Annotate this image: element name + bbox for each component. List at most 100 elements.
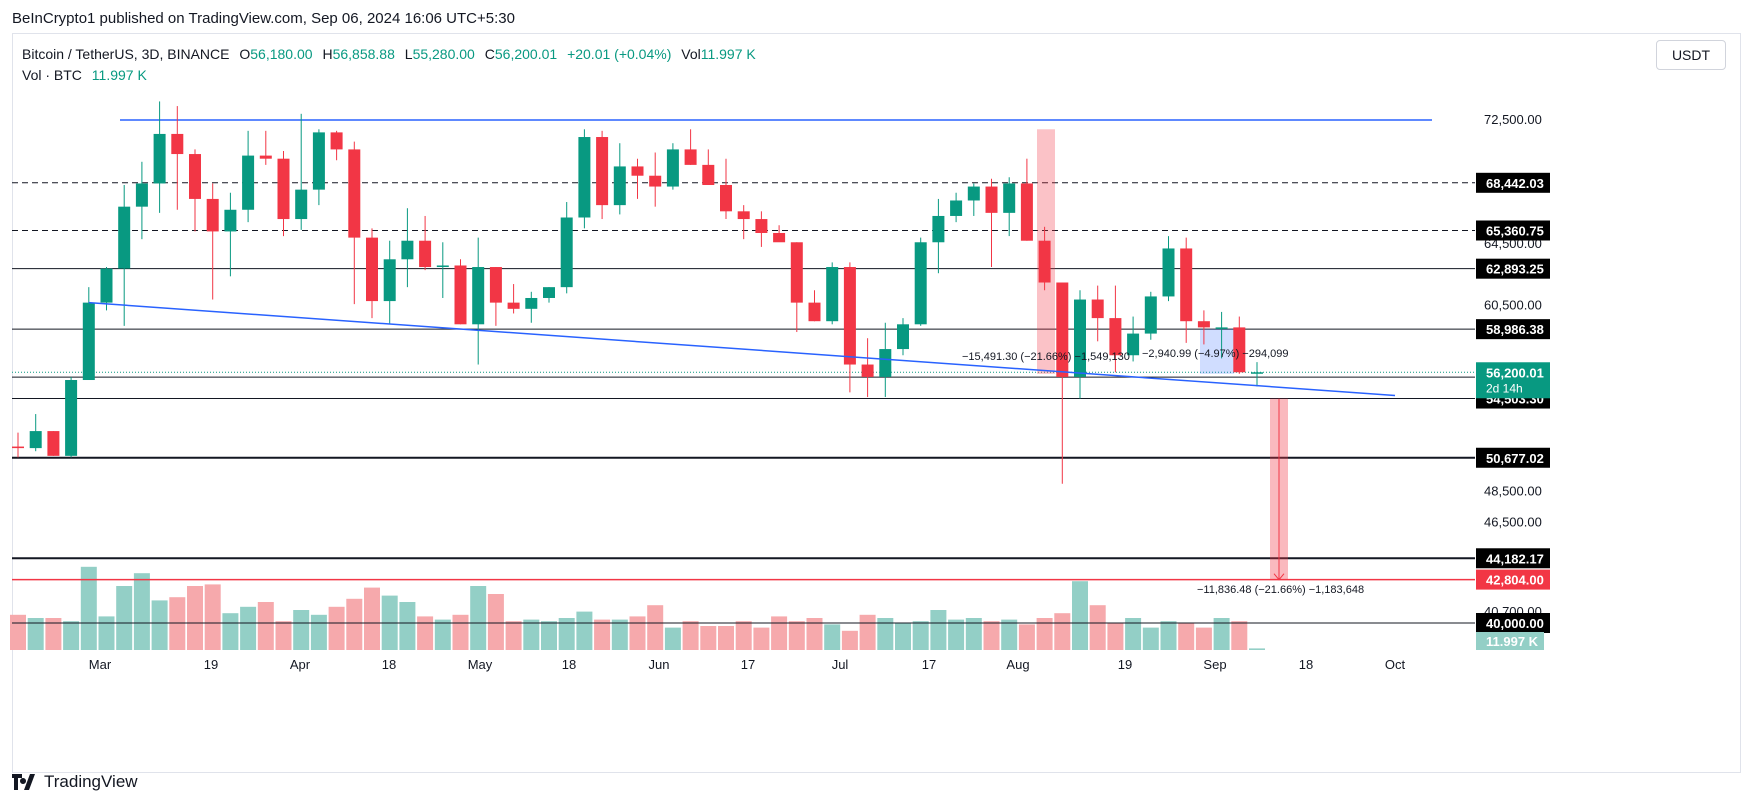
candle-body [932,215,945,243]
time-axis-tick: May [468,657,493,672]
candle-body [666,149,679,187]
volume-bar [470,586,487,650]
candle-body [330,132,343,150]
volume-indicator-label[interactable]: Vol · BTC [22,67,82,83]
footer-brand[interactable]: TradingView [12,772,138,792]
volume-bar [841,630,858,650]
chart-legend: Bitcoin / TetherUS, 3D, BINANCE O56,180.… [22,44,756,86]
candle-body [206,198,219,232]
candle-body [985,186,998,213]
volume-bar [257,602,274,650]
candle-body [312,132,325,190]
volume-bar [346,598,363,650]
volume-badge [1476,632,1544,650]
time-axis-tick: Aug [1006,657,1029,672]
candle-body [1109,318,1122,356]
volume-bar [98,616,115,650]
volume-bar [824,624,841,650]
volume-bar [399,602,416,650]
candle-body [755,219,768,233]
candle-body [1233,327,1246,373]
candle-body [1162,248,1175,297]
chart-frame [12,33,1741,773]
candle-body [295,189,308,220]
volume-badge-label: 11.997 K [1486,634,1539,649]
publisher-caption: BeInCrypto1 published on TradingView.com… [12,10,515,27]
volume-bar [895,622,911,650]
volume-bar [169,597,186,650]
volume-bar [1001,619,1018,650]
candle-body [737,211,750,220]
candle-body [171,133,184,155]
volume-bar [1195,627,1212,650]
volume-bar [859,614,876,650]
currency-button[interactable]: USDT [1656,40,1726,70]
current-price-label: 56,200.01 [1486,365,1544,380]
candle-body [1180,248,1193,322]
candle-body [472,267,485,325]
candle-body [118,206,131,269]
volume-bar [187,586,203,650]
candle-body [189,154,201,199]
candle-body [808,302,821,322]
candle-body [773,232,786,243]
price-level-badge-label: 42,804.00 [1486,573,1544,588]
price-level-badge [1476,447,1550,468]
volume-bar [664,627,681,650]
volume-bar [718,626,734,650]
volume-bar [788,621,805,650]
volume-bar [1125,618,1142,650]
current-price-badge [1476,362,1550,399]
price-level-badge-label: 62,893.25 [1486,262,1544,277]
measure-label-projection: −11,836.48 (−21.66%) −1,183,648 [1197,584,1364,596]
open-label: O [239,46,251,62]
candle-body [525,297,538,309]
candle-body [1127,333,1140,356]
measure-label-august: −15,491.30 (−21.66%) −1,549,130 [962,351,1130,363]
price-axis-tick: 60,500.00 [1484,298,1542,313]
volume-bar [930,610,947,650]
volume-bar [240,606,257,650]
price-level-badge [1476,258,1550,279]
candle-body [967,186,980,201]
volume-bar [434,619,451,650]
symbol-title[interactable]: Bitcoin / TetherUS, 3D, BINANCE [22,46,230,62]
time-axis-tick: Jul [832,657,849,672]
price-level-badge-label: 58,986.38 [1486,322,1544,337]
candle-body [153,133,166,184]
volume-bar [1072,581,1088,650]
candle-body [47,431,60,456]
volume-bar [965,618,982,650]
volume-bar [611,619,628,650]
candle-body [1251,372,1263,374]
time-axis-tick: 17 [922,657,936,672]
candle-body [366,237,378,302]
time-axis-tick: 19 [1118,657,1132,672]
volume-bar [647,605,664,650]
volume-bar [576,611,593,650]
time-axis-tick: Apr [290,657,311,672]
countdown-label: 2d 14h [1486,381,1523,395]
volume-bar [629,616,646,650]
candle-body [879,349,892,377]
price-level-badge-label: 50,677.02 [1486,451,1544,466]
volume-bar [293,610,310,650]
change-value: +20.01 (+0.04%) [567,46,672,62]
candle-body [1144,296,1157,334]
candle-body [1003,183,1016,213]
measure-zone-september [1200,328,1234,374]
time-axis-tick: Oct [1385,657,1406,672]
volume-bar [558,618,575,650]
candle-body [914,242,927,325]
volume-bar [594,619,611,650]
volume-bar [487,594,504,650]
candle-body [401,240,414,260]
candle-body [65,380,78,456]
high-label: H [322,46,333,62]
price-level-badge-label: 40,000.00 [1486,616,1544,631]
candle-body [507,302,520,309]
volume-bar [151,600,168,650]
volume-bar [364,587,380,650]
volume-label: Vol [681,46,701,62]
